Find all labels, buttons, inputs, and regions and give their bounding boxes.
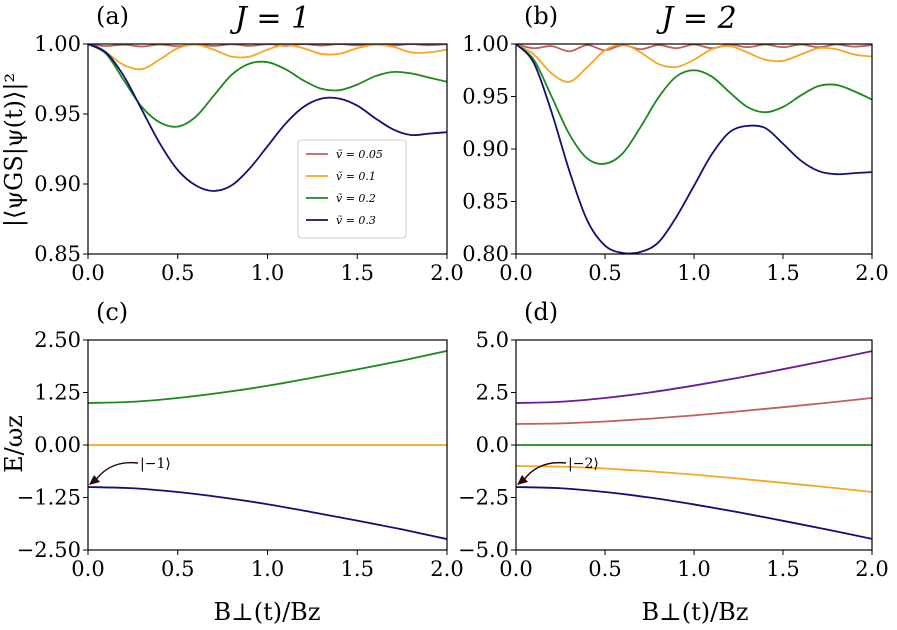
- y-tick-label-c-3: 1.25: [34, 381, 81, 405]
- y-tick-label-a-2: 0.95: [34, 102, 81, 126]
- y-tick-label-c-1: −1.25: [17, 486, 81, 510]
- y-tick-label-a-1: 0.90: [34, 172, 81, 196]
- x-tick-label-d-4: 2.0: [855, 557, 888, 581]
- panel-c: 0.0 0.5 1.0 1.5 2.0 −2.50 −1.25 0.00 1.25 2.50 (c)…: [17, 298, 464, 581]
- x-tick-label-d-2: 1.0: [677, 557, 710, 581]
- legend-box: [297, 139, 407, 239]
- series-line-b-2: [516, 44, 872, 165]
- annotation-label-d: |−2⟩: [568, 456, 599, 472]
- panel-b: 0.0 0.5 1.0 1.5 2.0 0.80 0.85 0.90 0.95 1.00 (b) J …: [462, 1, 888, 285]
- annotation-arrow-c: [94, 461, 139, 482]
- annotation-arrowhead-c: [89, 475, 100, 485]
- panel-label-b: (b): [524, 2, 558, 30]
- y-axis-label-top: |⟨ψGS|ψ(t)⟩|²: [0, 73, 29, 227]
- x-tick-label-c-4: 2.0: [430, 557, 463, 581]
- panel-label-a: (a): [96, 2, 129, 30]
- legend-entry-1: ṽ = 0.1: [336, 170, 376, 183]
- series-line-d-3: [516, 465, 872, 493]
- x-tick-label-a-1: 0.5: [161, 261, 194, 285]
- y-axis-label-bottom: E/ωz: [0, 415, 28, 473]
- y-tick-label-a-3: 1.00: [34, 32, 81, 56]
- x-tick-label-b-2: 1.0: [677, 261, 710, 285]
- series-line-a-3: [88, 44, 447, 192]
- legend-entry-0: ṽ = 0.05: [336, 148, 383, 161]
- series-line-d-4: [516, 486, 872, 540]
- x-tick-label-a-3: 1.5: [341, 261, 374, 285]
- x-tick-label-c-2: 1.0: [251, 557, 284, 581]
- panel-title-b: J = 2: [655, 1, 736, 36]
- axes-frame-b: [515, 43, 873, 255]
- panel-title-a: J = 1: [229, 1, 310, 36]
- panel-d: 0.0 0.5 1.0 1.5 2.0 −5.0 −2.5 0.0 2.5 5.0 (d) |−2⟩: [458, 298, 889, 581]
- series-line-b-3: [516, 44, 872, 254]
- x-tick-label-d-1: 0.5: [588, 557, 621, 581]
- x-axis-label-right: B⊥(t)/Bz: [642, 598, 749, 626]
- x-tick-label-c-3: 1.5: [341, 557, 374, 581]
- legend-entry-3: ṽ = 0.3: [336, 214, 376, 227]
- y-tick-label-c-0: −2.50: [17, 538, 81, 562]
- y-tick-label-b-4: 1.00: [462, 32, 509, 56]
- series-line-a-1: [88, 44, 447, 71]
- y-tick-label-b-1: 0.85: [462, 190, 509, 214]
- x-tick-label-b-3: 1.5: [766, 261, 799, 285]
- panel-label-c: (c): [96, 298, 128, 326]
- annotation-arrow-d: [522, 461, 567, 482]
- y-tick-label-b-3: 0.95: [462, 85, 509, 109]
- panel-label-d: (d): [524, 298, 558, 326]
- y-tick-label-b-0: 0.80: [462, 242, 509, 266]
- legend-entry-2: ṽ = 0.2: [336, 192, 376, 205]
- annotation-label-c: |−1⟩: [140, 456, 171, 472]
- panel-a: 0.0 0.5 1.0 1.5 2.0 0.85 0.90 0.95 1.00 (a) J = 1 ṽ…: [34, 1, 463, 285]
- y-tick-label-c-4: 2.50: [34, 328, 81, 352]
- y-tick-label-d-4: 5.0: [476, 328, 509, 352]
- y-tick-label-c-2: 0.00: [34, 433, 81, 457]
- x-tick-label-a-0: 0.0: [71, 261, 104, 285]
- y-tick-label-d-1: −2.5: [458, 486, 509, 510]
- y-tick-label-d-0: −5.0: [458, 538, 509, 562]
- series-line-c-0: [88, 350, 447, 404]
- x-tick-label-a-2: 1.0: [251, 261, 284, 285]
- x-tick-label-b-0: 0.0: [499, 261, 532, 285]
- x-tick-label-d-0: 0.0: [499, 557, 532, 581]
- series-line-d-0: [516, 350, 872, 404]
- x-axis-label-left: B⊥(t)/Bz: [214, 598, 321, 626]
- annotation-arrowhead-d: [517, 475, 528, 485]
- x-tick-label-c-0: 0.0: [71, 557, 104, 581]
- y-tick-label-b-2: 0.90: [462, 137, 509, 161]
- series-line-b-1: [516, 44, 872, 83]
- y-tick-label-a-0: 0.85: [34, 242, 81, 266]
- y-tick-label-d-2: 0.0: [476, 433, 509, 457]
- x-tick-label-d-3: 1.5: [766, 557, 799, 581]
- x-tick-label-c-1: 0.5: [161, 557, 194, 581]
- y-tick-label-d-3: 2.5: [476, 381, 509, 405]
- x-tick-label-b-4: 2.0: [855, 261, 888, 285]
- x-tick-label-a-4: 2.0: [430, 261, 463, 285]
- x-tick-label-b-1: 0.5: [588, 261, 621, 285]
- series-line-d-1: [516, 397, 872, 425]
- series-line-c-2: [88, 486, 447, 540]
- series-line-a-2: [88, 44, 447, 128]
